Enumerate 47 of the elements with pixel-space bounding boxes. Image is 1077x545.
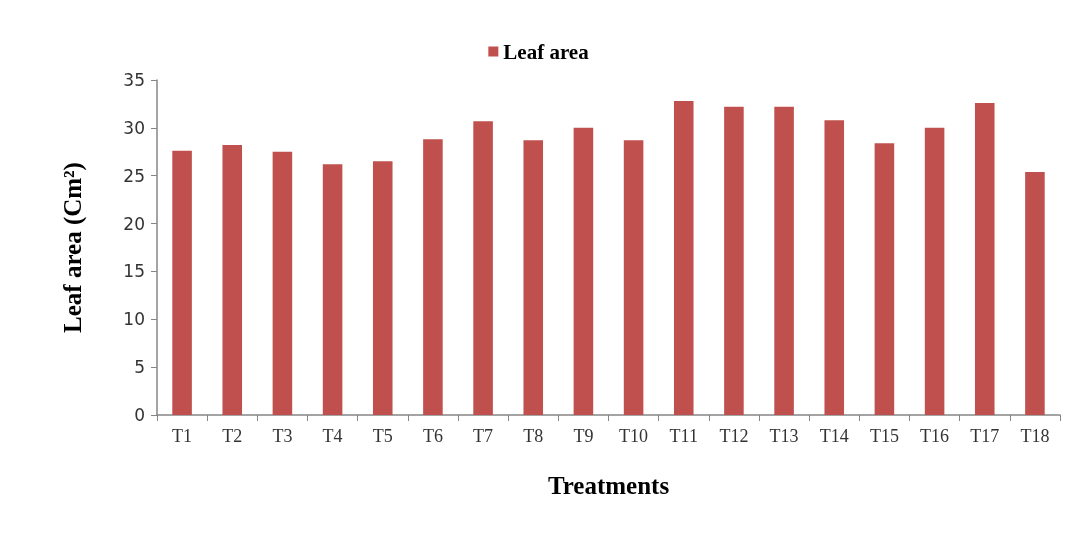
bar (272, 151, 293, 415)
x-tick-label: T14 (819, 426, 849, 446)
x-axis-title: Treatments (547, 472, 670, 499)
x-tick-label: T5 (372, 426, 393, 446)
x-tick-label: T13 (769, 426, 799, 446)
x-tick-label: T11 (669, 426, 698, 446)
y-tick-label: 35 (123, 70, 145, 90)
y-tick-label: 10 (123, 309, 145, 330)
bar (623, 140, 644, 415)
x-tick-label: T4 (322, 426, 343, 446)
y-tick-label: 0 (134, 405, 145, 425)
bar (724, 106, 744, 415)
bar (172, 150, 192, 415)
bar (874, 143, 895, 415)
x-tick-label: T1 (172, 426, 193, 446)
x-tick-label: T10 (619, 426, 649, 446)
x-tick-label: T15 (869, 426, 899, 446)
x-tick-label: T18 (1020, 426, 1050, 446)
bar (423, 139, 443, 415)
bar (473, 121, 493, 415)
y-tick-label: 20 (123, 213, 145, 234)
x-tick-label: T8 (523, 426, 544, 446)
bar (322, 164, 343, 415)
bar (1025, 171, 1045, 415)
bar (673, 101, 694, 415)
x-tick-label: T16 (920, 426, 950, 446)
y-tick-label: 25 (123, 165, 145, 186)
bar (222, 145, 243, 415)
x-tick-label: T9 (573, 426, 594, 446)
x-tick-label: T6 (422, 426, 443, 446)
bar (824, 120, 845, 415)
legend-label: Leaf area (503, 39, 590, 64)
bar (774, 106, 794, 415)
x-tick-label: T17 (970, 426, 1000, 446)
bar (523, 140, 544, 415)
x-tick-label: T3 (272, 426, 293, 446)
y-tick-label: 30 (123, 117, 145, 138)
y-axis-title: Leaf area (Cm²) (59, 162, 87, 333)
x-tick-label: T2 (222, 426, 243, 446)
bar (924, 127, 945, 415)
y-tick-label: 15 (123, 261, 145, 282)
bar (573, 127, 594, 415)
x-tick-label: T12 (719, 426, 749, 446)
y-tick-label: 5 (134, 357, 145, 378)
bar (372, 161, 393, 415)
x-tick-label: T7 (473, 426, 494, 446)
bar (974, 102, 995, 415)
